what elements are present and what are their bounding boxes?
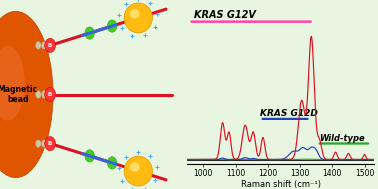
Ellipse shape xyxy=(85,150,94,162)
Ellipse shape xyxy=(107,20,117,32)
Ellipse shape xyxy=(85,27,94,39)
Ellipse shape xyxy=(107,157,117,169)
Ellipse shape xyxy=(45,87,56,102)
Text: KRAS G12V: KRAS G12V xyxy=(194,10,256,20)
X-axis label: Raman shift (cm⁻¹): Raman shift (cm⁻¹) xyxy=(241,180,321,189)
Text: Wild-type: Wild-type xyxy=(319,134,364,143)
Text: B: B xyxy=(48,141,52,146)
Ellipse shape xyxy=(130,162,140,172)
Ellipse shape xyxy=(0,46,25,121)
Ellipse shape xyxy=(45,38,56,52)
Ellipse shape xyxy=(42,42,47,49)
Ellipse shape xyxy=(124,3,152,33)
Text: B: B xyxy=(48,43,52,48)
Ellipse shape xyxy=(42,91,47,98)
Ellipse shape xyxy=(36,140,41,147)
Text: Magnetic
bead: Magnetic bead xyxy=(0,85,38,104)
Ellipse shape xyxy=(36,91,41,98)
Ellipse shape xyxy=(124,156,152,186)
Ellipse shape xyxy=(36,42,41,49)
Ellipse shape xyxy=(0,11,53,178)
Ellipse shape xyxy=(45,136,56,151)
Ellipse shape xyxy=(42,140,47,147)
Text: B: B xyxy=(48,92,52,97)
Ellipse shape xyxy=(130,9,140,19)
Text: KRAS G12D: KRAS G12D xyxy=(260,109,318,118)
